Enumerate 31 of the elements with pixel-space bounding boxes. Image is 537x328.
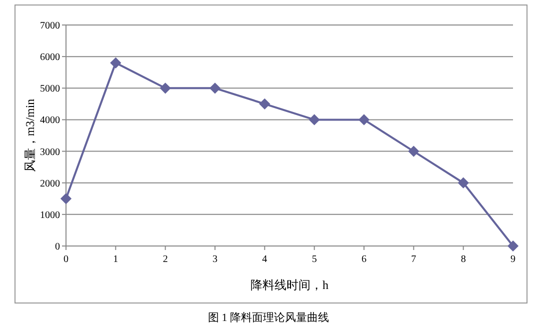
point (408, 146, 420, 157)
y-tick-label: 2000 (40, 178, 60, 190)
point (458, 178, 469, 188)
point (259, 98, 270, 110)
x-tick-label: 9 (510, 254, 516, 265)
x-axis-title: 降料线时间，h (250, 278, 328, 292)
caption: 图 1 降料面理论风量曲线 (208, 311, 329, 324)
y-tick-label: 1000 (40, 210, 60, 221)
point (110, 58, 122, 68)
x-tick-label: 3 (212, 254, 218, 265)
point (308, 114, 320, 126)
x-tick-label: 0 (64, 254, 68, 265)
point (160, 82, 171, 94)
y-axis-title: 风量，m3/min (23, 98, 37, 172)
y-tick-label: 7000 (40, 20, 60, 32)
x-tick-label: 4 (262, 254, 268, 265)
point (358, 114, 370, 126)
y-tick-label: 5000 (40, 84, 60, 95)
y-tick-label: 3000 (40, 146, 60, 158)
x-tick-label: 2 (162, 254, 168, 265)
point (60, 193, 72, 204)
x-tick-label: 7 (411, 254, 416, 265)
x-tick-label: 1 (113, 254, 118, 265)
x-tick-label: 8 (460, 254, 466, 265)
x-tick-label: 6 (362, 254, 366, 265)
x-tick-label: 5 (312, 254, 317, 265)
y-tick-label: 0 (55, 242, 60, 252)
y-tick-label: 6000 (40, 52, 60, 64)
point (508, 240, 518, 252)
point (210, 82, 220, 94)
y-tick-label: 4000 (40, 115, 60, 126)
